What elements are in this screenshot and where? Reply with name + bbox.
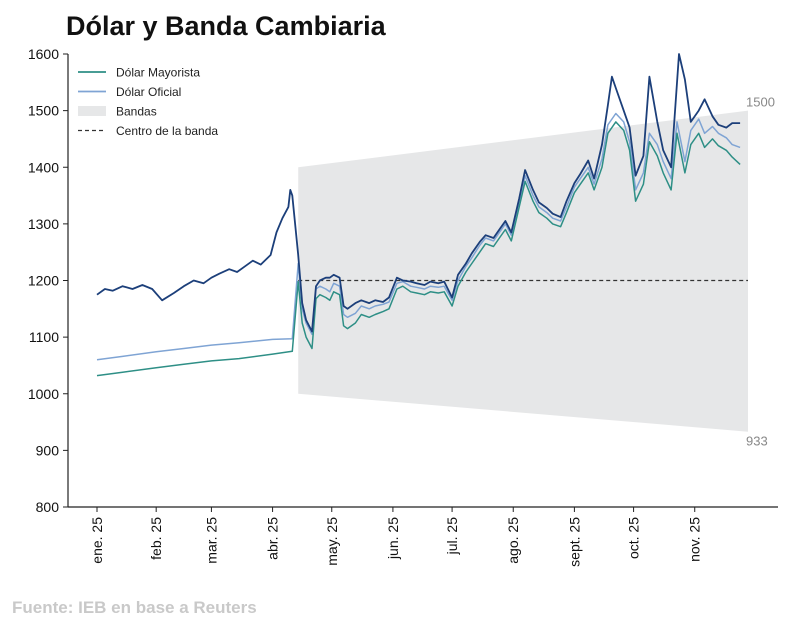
y-tick-label: 1400 <box>28 159 59 175</box>
x-tick-label: may. 25 <box>324 517 340 566</box>
x-tick-label: sept. 25 <box>566 517 582 567</box>
x-tick-label: jun. 25 <box>385 517 401 560</box>
bandas-area <box>298 110 748 432</box>
x-tick-label: jul. 25 <box>444 517 460 556</box>
end-labels-layer: 1500 933 <box>746 95 775 449</box>
x-tick-label: mar. 25 <box>203 517 219 564</box>
x-tick-label: feb. 25 <box>148 517 164 560</box>
series-layer <box>96 53 741 377</box>
y-tick-label: 1300 <box>28 216 59 232</box>
chart-title: Dólar y Banda Cambiaria <box>66 11 386 41</box>
source-note: Fuente: IEB en base a Reuters <box>12 598 257 617</box>
y-tick-label: 900 <box>36 442 60 458</box>
series-line-1 <box>96 112 741 361</box>
y-tick-label: 800 <box>36 499 60 515</box>
legend-label: Dólar Mayorista <box>116 66 200 80</box>
series-line-0 <box>96 121 741 377</box>
x-tick-label: ago. 25 <box>505 517 521 564</box>
y-tick-label: 1500 <box>28 103 59 119</box>
y-tick-label: 1000 <box>28 386 59 402</box>
axes-layer: 800 900 1000 1100 1200 1300 1400 1500 1600 ene. 2… <box>28 46 778 567</box>
y-tick-label: 1100 <box>29 329 59 345</box>
x-tick-label: nov. 25 <box>687 517 703 562</box>
legend-swatch-bandas <box>78 106 106 116</box>
x-tick-label: oct. 25 <box>626 517 642 559</box>
legend-label: Centro de la banda <box>116 124 218 138</box>
legend: Dólar Mayorista Dólar Oficial Bandas Centro… <box>78 66 218 138</box>
band-lower-end-label: 933 <box>746 434 768 449</box>
x-tick-label: abr. 25 <box>265 517 281 560</box>
band-upper-end-label: 1500 <box>746 95 775 110</box>
x-tick-label: ene. 25 <box>89 517 105 564</box>
legend-label: Dólar Oficial <box>116 85 181 99</box>
y-tick-label: 1200 <box>28 273 59 289</box>
y-tick-label: 1600 <box>28 46 59 62</box>
bands-layer <box>298 110 748 432</box>
legend-label: Bandas <box>116 105 157 119</box>
series-line-2 <box>96 53 741 333</box>
